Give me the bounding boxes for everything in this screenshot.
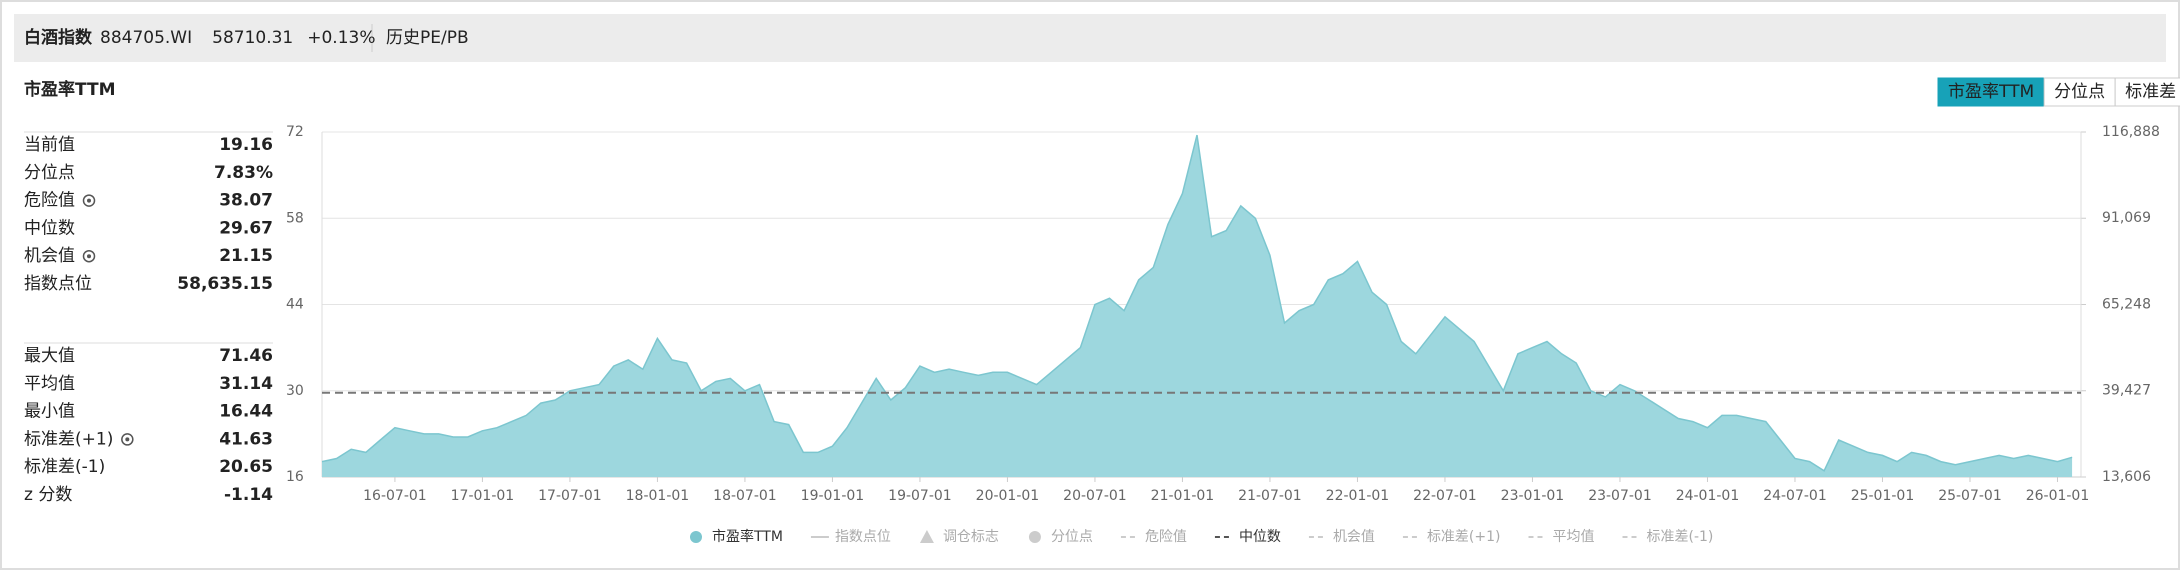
stats-panel: 当前值 19.16 分位点 7.83% 危险值 38.07 中位数 29.67 机会值 21.15… [24, 131, 273, 505]
tab-label[interactable]: 分位点 [2054, 82, 2105, 102]
stat-value: 16.44 [219, 402, 273, 422]
stat-label: 平均值 [24, 374, 75, 394]
x-tick-label: 22-07-01 [1413, 488, 1477, 504]
y2-tick-label: 39,427 [2102, 383, 2151, 399]
index-name: 白酒指数 [24, 27, 93, 48]
x-tick-label: 16-07-01 [363, 488, 427, 504]
header-bar [14, 14, 2166, 62]
stat-value: 20.65 [219, 457, 273, 477]
legend-label[interactable]: 分位点 [1051, 529, 1093, 545]
y-tick-label: 58 [286, 210, 304, 226]
stat-label: 分位点 [24, 163, 75, 183]
stat-label: 中位数 [24, 218, 75, 238]
x-tick-label: 17-07-01 [538, 488, 602, 504]
stat-value: 38.07 [219, 191, 273, 211]
settings-icon-dot [87, 198, 91, 203]
index-change: +0.13% [307, 28, 375, 48]
legend-label[interactable]: 机会值 [1333, 529, 1375, 545]
legend-label[interactable]: 危险值 [1145, 529, 1187, 545]
legend-marker [919, 530, 934, 543]
history-link[interactable]: 历史PE/PB [386, 28, 469, 48]
x-tick-label: 25-07-01 [1938, 488, 2002, 504]
legend-label[interactable]: 标准差(+1) [1427, 529, 1501, 545]
stat-label: 最小值 [24, 402, 75, 422]
y2-tick-label: 116,888 [2102, 124, 2160, 140]
area-line [321, 134, 2073, 472]
section-title: 市盈率TTM [24, 79, 116, 100]
stat-label: z 分数 [24, 485, 72, 505]
stat-value: 29.67 [219, 218, 273, 238]
x-tick-label: 19-07-01 [888, 488, 952, 504]
legend-label[interactable]: 市盈率TTM [712, 528, 783, 545]
stat-label: 危险值 [24, 191, 75, 211]
stat-label: 指数点位 [24, 274, 92, 294]
x-tick-label: 23-07-01 [1588, 488, 1652, 504]
y2-tick-label: 13,606 [2102, 469, 2151, 485]
x-tick-label: 24-01-01 [1676, 488, 1740, 504]
y-tick-label: 16 [286, 469, 304, 485]
legend-label[interactable]: 平均值 [1553, 529, 1595, 545]
tab[interactable] [2114, 77, 2180, 107]
x-tick-label: 20-01-01 [976, 488, 1040, 504]
x-tick-label: 21-01-01 [1151, 488, 1215, 504]
y-tick-label: 44 [286, 297, 304, 313]
stat-value: 71.46 [219, 346, 273, 366]
x-tick-label: 20-07-01 [1063, 488, 1127, 504]
settings-icon[interactable] [82, 194, 96, 207]
settings-icon[interactable] [121, 433, 134, 446]
legend-label[interactable]: 标准差(-1) [1647, 529, 1714, 545]
plot: 16 30 44 58 72 13,606 39,427 65,248 91,069 116,88… [286, 124, 2160, 504]
x-tick-label: 25-01-01 [1851, 488, 1915, 504]
x-tick-label: 21-07-01 [1238, 488, 1302, 504]
stat-value: -1.14 [224, 485, 273, 505]
stat-label: 标准差(+1) [24, 429, 113, 449]
x-tick-label: 23-01-01 [1501, 488, 1565, 504]
stat-value: 19.16 [219, 135, 273, 155]
legend-marker [690, 531, 702, 543]
settings-icon[interactable] [82, 249, 96, 263]
y2-tick-label: 65,248 [2102, 296, 2151, 312]
y2-tick-label: 91,069 [2102, 210, 2151, 226]
x-tick-label: 26-01-01 [2026, 488, 2090, 504]
tab-label[interactable]: 标准差 [2125, 82, 2176, 102]
x-tick-label: 24-07-01 [1763, 488, 1827, 504]
y-tick-label: 72 [286, 124, 304, 140]
legend-label[interactable]: 中位数 [1239, 529, 1281, 545]
legend-label[interactable]: 调仓标志 [943, 529, 999, 545]
legend-marker [1028, 531, 1041, 543]
stat-label: 当前值 [24, 135, 75, 155]
x-tick-label: 18-01-01 [626, 488, 690, 504]
tab[interactable] [1937, 77, 2045, 107]
stat-value: 41.63 [219, 429, 273, 449]
stat-value: 31.14 [219, 374, 273, 394]
stat-label: 最大值 [24, 346, 75, 366]
x-tick-label: 17-01-01 [451, 488, 515, 504]
settings-icon-dot [87, 254, 91, 259]
stat-label: 机会值 [24, 246, 75, 266]
x-tick-label: 18-07-01 [713, 488, 777, 504]
index-price: 58710.31 [212, 28, 293, 48]
y-tick-label: 30 [286, 383, 304, 399]
settings-icon-dot [125, 437, 130, 442]
stat-value: 58,635.15 [177, 274, 273, 294]
x-tick-label: 19-01-01 [801, 488, 865, 504]
tab[interactable] [2043, 77, 2116, 107]
stat-value: 7.83% [214, 163, 273, 183]
tab-label[interactable]: 市盈率TTM [1948, 82, 2034, 102]
index-code: 884705.WI [100, 28, 192, 48]
legend: 市盈率TTM 指数点位 调仓标志 分位点 危险值 中位数 机会值 标准差(+1) 平均值 标准差(… [690, 528, 1713, 545]
stat-value: 21.15 [219, 246, 273, 266]
legend-label[interactable]: 指数点位 [835, 529, 891, 545]
x-tick-label: 22-01-01 [1326, 488, 1390, 504]
tabs: 市盈率TTM 分位点 标准差 [1937, 77, 2180, 107]
stat-label: 标准差(-1) [24, 457, 105, 477]
